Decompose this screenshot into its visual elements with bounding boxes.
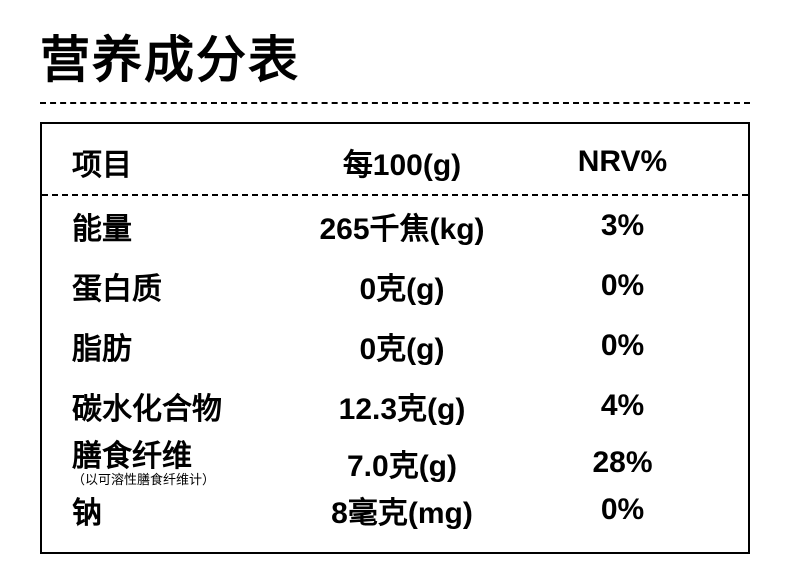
row-name: 能量 — [72, 204, 277, 248]
row-name-group: 膳食纤维 （以可溶性膳食纤维计） — [72, 440, 277, 486]
row-amount: 0克(g) — [277, 324, 527, 368]
nutrition-title: 营养成分表 — [40, 20, 750, 92]
row-name: 蛋白质 — [72, 264, 277, 308]
row-nrv: 0% — [527, 329, 718, 363]
table-row: 钠 8毫克(mg) 0% — [42, 486, 748, 540]
table-header-row: 项目 每100(g) NRV% — [42, 132, 748, 196]
row-amount: 0克(g) — [277, 264, 527, 308]
row-name-sub: （以可溶性膳食纤维计） — [72, 473, 277, 486]
row-nrv: 4% — [527, 389, 718, 423]
table-row: 碳水化合物 12.3克(g) 4% — [42, 376, 748, 436]
table-row: 脂肪 0克(g) 0% — [42, 316, 748, 376]
row-nrv: 0% — [527, 493, 718, 527]
row-amount: 12.3克(g) — [277, 384, 527, 428]
row-nrv: 0% — [527, 269, 718, 303]
row-name: 脂肪 — [72, 324, 277, 368]
nutrition-table: 项目 每100(g) NRV% 能量 265千焦(kg) 3% 蛋白质 0克(g… — [40, 122, 750, 554]
table-row: 膳食纤维 （以可溶性膳食纤维计） 7.0克(g) 28% — [42, 436, 748, 486]
row-amount: 7.0克(g) — [277, 441, 527, 485]
header-item: 项目 — [72, 140, 277, 184]
row-nrv: 28% — [527, 446, 718, 480]
title-divider — [40, 102, 750, 104]
row-amount: 8毫克(mg) — [277, 488, 527, 532]
row-nrv: 3% — [527, 209, 718, 243]
row-name: 膳食纤维 — [72, 440, 277, 473]
row-name: 碳水化合物 — [72, 384, 277, 428]
table-row: 能量 265千焦(kg) 3% — [42, 196, 748, 256]
row-amount: 265千焦(kg) — [277, 204, 527, 248]
table-row: 蛋白质 0克(g) 0% — [42, 256, 748, 316]
header-nrv: NRV% — [527, 145, 718, 179]
row-name: 钠 — [72, 488, 277, 532]
header-per100g: 每100(g) — [277, 140, 527, 184]
